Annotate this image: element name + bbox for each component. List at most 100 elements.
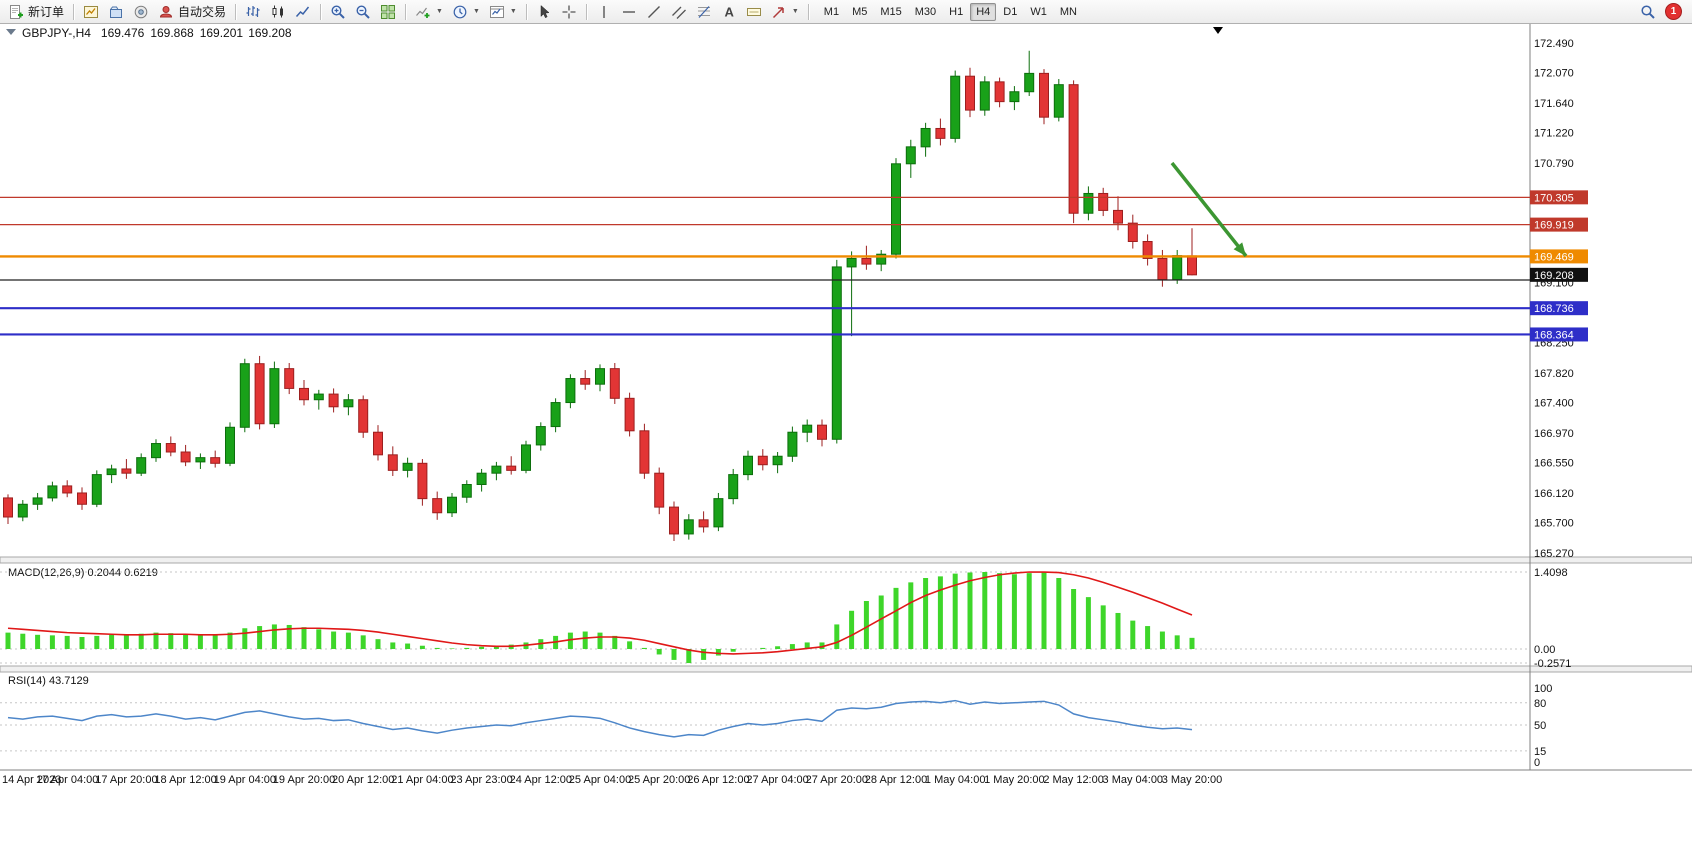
timeframe-button-d1[interactable]: D1 (1003, 5, 1018, 18)
channel-button[interactable] (667, 1, 691, 23)
candle-body (950, 75, 961, 139)
candle-body (979, 81, 990, 111)
search-button[interactable] (1636, 1, 1660, 23)
candle-body (1127, 222, 1138, 242)
pane-separator[interactable] (0, 665, 1692, 673)
zoom-out-button[interactable] (351, 1, 375, 23)
trendline-icon (647, 5, 660, 18)
notification-badge[interactable]: 1 (1665, 3, 1682, 20)
pane-separator[interactable] (0, 556, 1692, 564)
rsi-axis-label: 50 (1534, 720, 1546, 732)
templates-button[interactable]: ▼ (485, 1, 521, 23)
candle-body (136, 457, 147, 474)
candle-body (358, 399, 369, 433)
rsi-line (7, 699, 1193, 738)
terminal-button[interactable] (129, 1, 153, 23)
time-axis-label: 3 May 20:00 (1162, 774, 1223, 786)
price-tag-label: 170.305 (1534, 192, 1574, 204)
rsi-axis-label: 80 (1534, 698, 1546, 710)
time-axis-label: 17 Apr 20:00 (95, 774, 157, 786)
candle-body (210, 457, 221, 464)
candle-body (506, 465, 517, 471)
time-axis-label: 27 Apr 20:00 (806, 774, 868, 786)
annotation-arrow[interactable] (1170, 161, 1248, 258)
candle-body (47, 485, 58, 499)
chart-title: GBPJPY-,H4 169.476 169.868 169.201 169.208 (22, 26, 292, 40)
candle-body (180, 451, 191, 463)
rsi-axis-label: 15 (1534, 746, 1546, 758)
time-axis-label: 20 Apr 12:00 (332, 774, 394, 786)
profiles-icon (110, 6, 123, 18)
candle-body (313, 393, 324, 401)
cursor-button[interactable] (532, 1, 556, 23)
trendline-button[interactable] (642, 1, 666, 23)
autotrading-button[interactable]: 自动交易 (154, 1, 230, 23)
candle-body (535, 426, 546, 446)
line-chart-button[interactable] (291, 1, 315, 23)
clock-icon (453, 5, 467, 18)
timeframe-button-w1[interactable]: W1 (1030, 5, 1047, 18)
time-axis-label: 27 Apr 04:00 (746, 774, 808, 786)
time-axis-label: 26 Apr 12:00 (687, 774, 749, 786)
chart-shift-marker[interactable] (1213, 27, 1223, 34)
fibonacci-button[interactable] (692, 1, 716, 23)
candle-body (3, 497, 13, 518)
profiles-button[interactable] (104, 1, 128, 23)
tile-windows-button[interactable] (376, 1, 400, 23)
time-axis-label: 17 Apr 04:00 (36, 774, 98, 786)
bar-chart-button[interactable] (241, 1, 265, 23)
candle-body (965, 75, 975, 111)
text-tool-button[interactable]: A (717, 1, 741, 23)
vertical-line-button[interactable] (592, 1, 616, 23)
macd-axis-label: -0.2571 (1534, 658, 1571, 670)
candle-body (106, 468, 117, 476)
price-tag (1530, 267, 1588, 282)
candle-body (624, 397, 635, 432)
timeframe-button-m15[interactable]: M15 (880, 5, 902, 18)
timeframe-button-mn[interactable]: MN (1059, 5, 1077, 18)
timeframe-button-m30[interactable]: M30 (914, 5, 937, 18)
price-tag-label: 169.469 (1534, 251, 1574, 263)
chart-menu-arrow[interactable] (6, 29, 16, 35)
timeframe-button-m5[interactable]: M5 (852, 5, 868, 18)
chart-window[interactable]: GBPJPY-,H4 169.476 169.868 169.201 169.208 M… (0, 24, 1692, 855)
rsi-axis-label: 0 (1534, 757, 1540, 769)
cursor-icon (540, 4, 550, 18)
candle-body (920, 127, 931, 148)
time-axis-label: 25 Apr 20:00 (628, 774, 690, 786)
candle-body (1157, 257, 1168, 281)
time-axis-label: 1 May 04:00 (925, 774, 986, 786)
candle-body (62, 485, 73, 494)
new-chart-button[interactable] (79, 1, 103, 23)
periods-button[interactable]: ▼ (448, 1, 484, 23)
horizontal-line-button[interactable] (617, 1, 641, 23)
candlestick-button[interactable] (266, 1, 290, 23)
timeframe-button-m1[interactable]: M1 (823, 5, 840, 18)
svg-text:A: A (724, 4, 734, 19)
timeframe-button-h4[interactable]: H4 (970, 2, 997, 21)
candle-body (802, 424, 813, 433)
time-axis-label: 1 May 20:00 (984, 774, 1045, 786)
annotation-arrowhead[interactable] (1233, 242, 1251, 259)
candle-body (1113, 209, 1123, 224)
crosshair-button[interactable] (557, 1, 581, 23)
candle-body (935, 127, 946, 139)
candle-body (1172, 255, 1183, 281)
timeframe-button-h1[interactable]: H1 (949, 5, 964, 18)
time-axis-label: 2 May 12:00 (1043, 774, 1104, 786)
time-axis-label: 24 Apr 12:00 (510, 774, 572, 786)
candle-body (994, 81, 1005, 103)
price-tag-label: 168.364 (1534, 329, 1574, 341)
main-toolbar: 新订单 自动交易 ▼ ▼ ▼ (0, 0, 1692, 24)
shapes-button[interactable]: ▼ (767, 1, 803, 23)
rsi-axis-label: 100 (1534, 683, 1552, 695)
candle-body (713, 498, 724, 528)
time-axis-label: 19 Apr 20:00 (273, 774, 335, 786)
indicators-button[interactable]: ▼ (411, 1, 447, 23)
time-axis-label: 25 Apr 04:00 (569, 774, 631, 786)
zoom-in-button[interactable] (326, 1, 350, 23)
candle-body (1187, 255, 1197, 276)
new-order-button[interactable]: 新订单 (4, 1, 68, 23)
text-label-button[interactable] (742, 1, 766, 23)
candle-body (743, 455, 753, 476)
